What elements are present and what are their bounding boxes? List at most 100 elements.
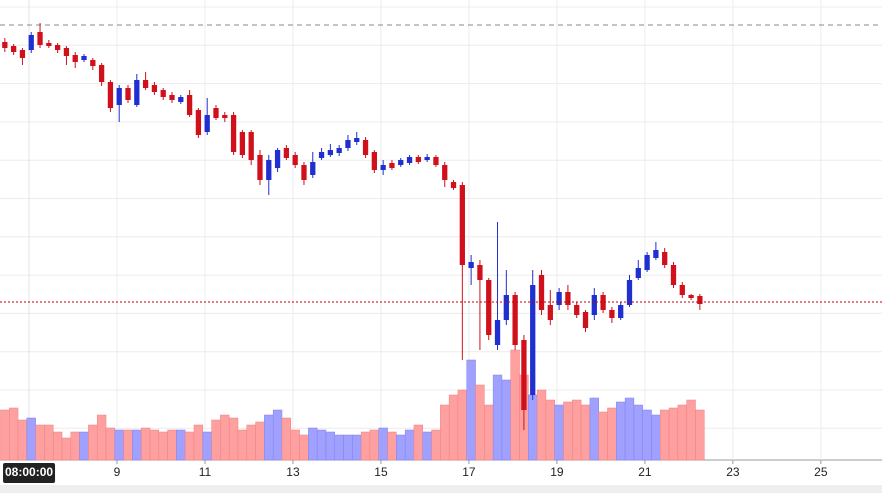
candle-body xyxy=(626,280,633,305)
volume-bar xyxy=(536,389,547,461)
candle-body xyxy=(142,80,149,88)
volume-bar xyxy=(158,431,168,461)
candle-body xyxy=(521,340,527,410)
candle-body xyxy=(257,155,263,180)
candle-body xyxy=(662,252,668,265)
candle-body xyxy=(679,285,685,295)
x-tick-label: 19 xyxy=(550,465,564,479)
x-tick-label: 9 xyxy=(114,465,121,479)
candle-body xyxy=(63,48,70,56)
volume-bar xyxy=(668,407,679,461)
volume-bar xyxy=(220,414,230,461)
candle-body xyxy=(398,160,404,165)
candle-body xyxy=(635,268,641,278)
volume-bar xyxy=(308,427,318,461)
volume-bar xyxy=(52,431,63,461)
x-tick-label: 11 xyxy=(199,465,212,479)
candle-body xyxy=(134,80,140,105)
candle-body xyxy=(688,295,694,298)
candle-body xyxy=(582,312,589,328)
candle-body xyxy=(468,262,474,268)
candle-body xyxy=(301,165,307,180)
volume-bar xyxy=(378,427,388,461)
volume-bar xyxy=(448,394,459,461)
candle-body xyxy=(556,292,562,305)
volume-bar xyxy=(96,414,107,461)
candle-body xyxy=(213,108,219,118)
volume-bar xyxy=(299,434,309,461)
candle-body xyxy=(2,42,8,48)
x-tick-label: 23 xyxy=(726,465,740,479)
candle-body xyxy=(186,95,193,115)
volume-bar xyxy=(572,399,582,461)
candle-body xyxy=(389,163,395,168)
volume-bar xyxy=(8,407,19,461)
volume-bar xyxy=(466,359,476,461)
volume-bar xyxy=(589,397,599,461)
candle-body xyxy=(512,295,518,345)
candle-body xyxy=(530,285,536,395)
candle-body xyxy=(28,35,34,50)
volume-bar xyxy=(272,409,283,461)
candle-body xyxy=(10,46,17,52)
volume-bar xyxy=(343,434,353,461)
plot-area xyxy=(0,0,882,460)
volume-bar xyxy=(563,401,573,461)
x-tick-label: 17 xyxy=(462,465,476,479)
candle-body xyxy=(54,45,61,50)
volume-bar xyxy=(140,427,151,461)
volume-bar xyxy=(35,424,45,461)
status-bar xyxy=(0,485,882,493)
volume-bar xyxy=(123,429,133,461)
candle-body xyxy=(98,65,105,82)
volume-bar xyxy=(457,389,467,461)
volume-bar xyxy=(501,379,511,461)
volume-bar xyxy=(237,429,248,461)
volume-bar xyxy=(79,431,89,461)
candle-body xyxy=(653,250,659,258)
volume-bar xyxy=(167,429,177,461)
volume-bar xyxy=(651,414,661,461)
volume-bar xyxy=(660,409,670,461)
candle-body xyxy=(609,310,615,318)
volume-bar xyxy=(352,434,362,461)
candle-body xyxy=(433,157,439,165)
candle-body xyxy=(442,165,448,180)
volume-bar xyxy=(255,421,265,461)
candle-body xyxy=(371,152,377,170)
candle-body xyxy=(222,115,228,118)
candle-body xyxy=(362,140,369,155)
volume-bar xyxy=(554,404,564,461)
candle-body xyxy=(600,295,606,310)
candle-body xyxy=(327,150,334,155)
volume-bar xyxy=(114,429,124,461)
volume-bar xyxy=(26,417,36,461)
candle-body xyxy=(178,97,184,102)
volume-bar xyxy=(360,431,371,461)
candle-body xyxy=(266,160,272,180)
volume-bar xyxy=(492,374,503,461)
volume-bar xyxy=(422,431,432,461)
volume-bar xyxy=(105,427,116,461)
candle-body xyxy=(574,305,580,315)
candle-body xyxy=(345,140,351,148)
crosshair-label: 08:00:00 xyxy=(5,465,53,479)
candle-body xyxy=(239,132,246,155)
volume-bar xyxy=(545,399,555,461)
candle-body xyxy=(37,32,43,45)
volume-bar xyxy=(228,417,239,461)
candle-body xyxy=(415,157,421,162)
volume-bar xyxy=(598,411,608,461)
volume-bar xyxy=(624,397,635,461)
candle-body xyxy=(274,150,281,168)
volume-bar xyxy=(176,429,186,461)
candle-body xyxy=(354,138,360,142)
volume-bar xyxy=(580,404,591,461)
volume-bar xyxy=(264,414,274,461)
x-tick-label: 15 xyxy=(374,465,388,479)
candle-body xyxy=(503,295,509,320)
x-tick-label: 25 xyxy=(814,465,828,479)
candle-body xyxy=(618,305,624,318)
candle-body xyxy=(81,56,87,60)
